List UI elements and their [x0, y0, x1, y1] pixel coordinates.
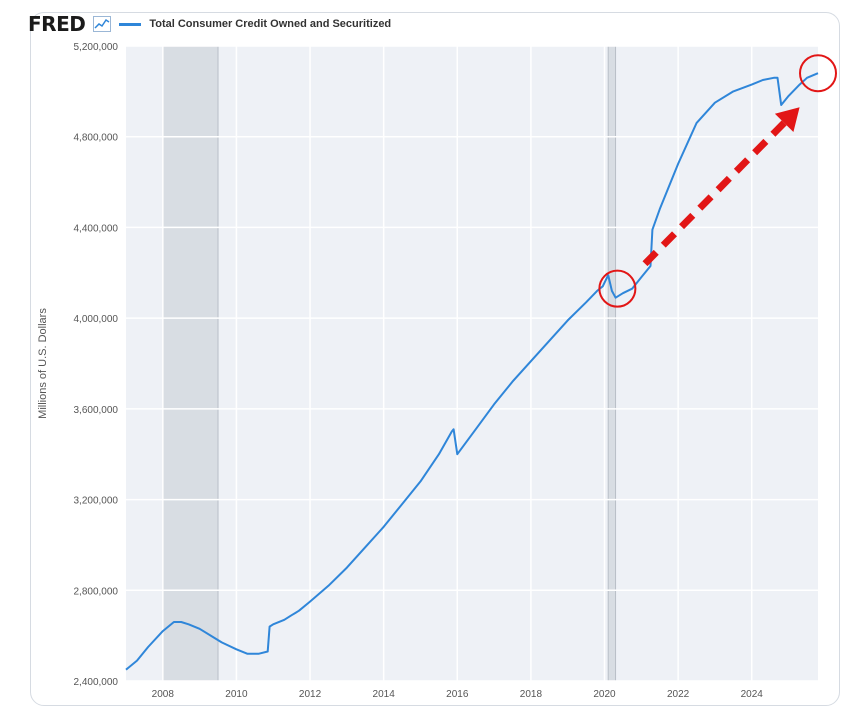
fred-logo[interactable]: FRED — [28, 12, 86, 36]
chart-header: FRED Total Consumer Credit Owned and Sec… — [28, 12, 391, 36]
fred-chart-icon — [93, 16, 112, 32]
legend-label: Total Consumer Credit Owned and Securiti… — [149, 18, 392, 30]
legend-swatch — [119, 22, 142, 26]
chart-card — [30, 12, 840, 706]
